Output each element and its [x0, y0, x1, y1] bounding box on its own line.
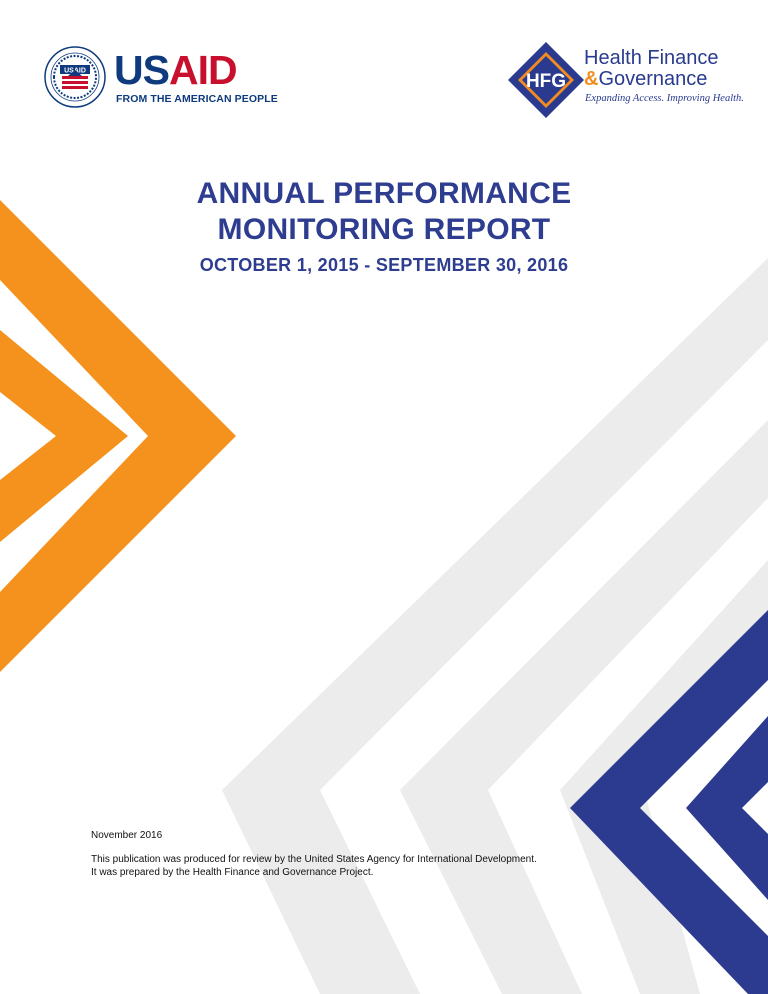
hfg-name-line1: Health Finance — [584, 47, 719, 69]
hfg-logo: HFG Health Finance &Governance Expanding… — [506, 40, 744, 120]
hfg-name: Health Finance &Governance — [584, 48, 719, 90]
orange-chevron-outer — [0, 200, 236, 672]
publication-date: November 2016 — [91, 830, 163, 841]
usaid-tagline: FROM THE AMERICAN PEOPLE — [116, 93, 278, 105]
hfg-mark-label: HFG — [526, 71, 566, 92]
report-period: OCTOBER 1, 2015 - SEPTEMBER 30, 2016 — [199, 255, 569, 275]
publication-note-line1: This publication was produced for review… — [91, 854, 537, 865]
usaid-word-aid: AID — [168, 47, 238, 93]
publication-note: November 2016 This publication was produ… — [91, 830, 537, 879]
report-title-line2: MONITORING REPORT — [217, 213, 551, 246]
usaid-logo: USAID USAID FROM THE AMERICAN PEOPLE — [44, 46, 278, 108]
hfg-tagline: Expanding Access. Improving Health. — [585, 93, 744, 104]
usaid-seal-icon: USAID — [44, 46, 106, 108]
hfg-name-line2: Governance — [598, 68, 708, 90]
hfg-ampersand: & — [584, 68, 599, 90]
gray-chevron-1 — [222, 258, 768, 994]
hfg-diamond-icon: HFG — [508, 42, 584, 118]
navy-chevron-outer — [570, 610, 768, 994]
usaid-word-us: US — [114, 47, 170, 93]
orange-chevron-inner — [0, 330, 128, 542]
gray-chevron-2 — [400, 420, 768, 994]
usaid-wordmark: USAID — [114, 47, 238, 93]
report-title-block: ANNUAL PERFORMANCE MONITORING REPORT OCT… — [0, 176, 768, 276]
report-title-line1: ANNUAL PERFORMANCE — [196, 177, 572, 210]
publication-note-line2: It was prepared by the Health Finance an… — [91, 867, 374, 878]
navy-chevron-inner — [686, 716, 768, 900]
